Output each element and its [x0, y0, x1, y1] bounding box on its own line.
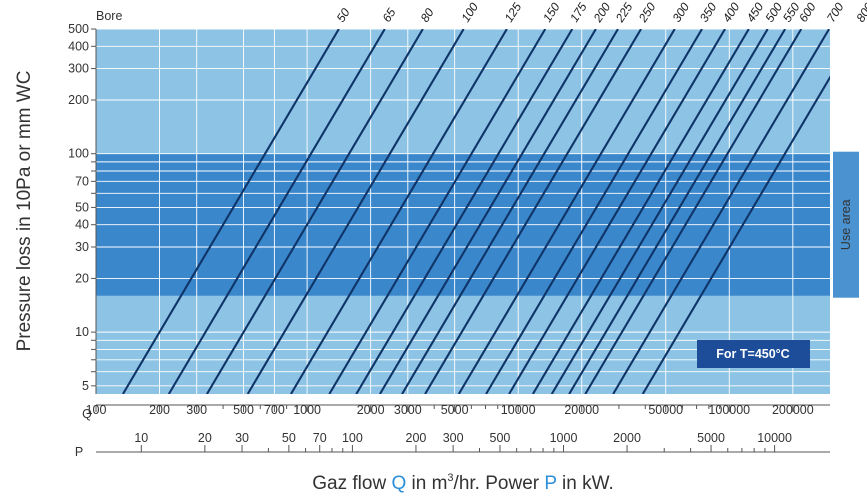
y-tick-label-10: 10	[75, 325, 89, 339]
bore-line-450	[531, 29, 750, 394]
p-axis: P 10 20 30 50 70 100 200 300 500 1000 2000 5000 10000	[75, 431, 830, 459]
q-tick-label-500: 500	[233, 403, 254, 417]
bore-line-300	[457, 29, 676, 394]
bore-line-550	[568, 29, 787, 394]
p-tick-label-5000: 5000	[697, 431, 725, 445]
q-tick-label-200000: 200000	[772, 403, 814, 417]
bore-line-350	[485, 29, 703, 394]
bore-label-250: 250	[635, 0, 658, 25]
bore-label-100: 100	[458, 0, 481, 25]
y-tick-label-40: 40	[75, 218, 89, 232]
q-tick-label-200: 200	[149, 403, 170, 417]
p-tick-label-100: 100	[342, 431, 363, 445]
bore-line-65	[167, 29, 386, 394]
y-tick-label-400: 400	[68, 39, 89, 53]
q-tick-label-700: 700	[264, 403, 285, 417]
q-tick-label-100000: 100000	[708, 403, 750, 417]
x-axis-label: Gaz flow Q in m3/hr. Power P in kW.	[312, 472, 613, 494]
y-tick-label-20: 20	[75, 271, 89, 285]
x-label-part-4: in kW.	[557, 473, 614, 494]
bore-label-350: 350	[697, 0, 720, 25]
p-tick-label-300: 300	[443, 431, 464, 445]
bore-line-600	[584, 29, 803, 394]
q-tick-label-3000: 3000	[394, 403, 422, 417]
bore-line-150	[328, 29, 547, 394]
y-tick-label-500: 500	[68, 22, 89, 36]
y-axis-label: Pressure loss in 10Pa or mm WC	[14, 71, 35, 352]
p-tick-label-10000: 10000	[757, 431, 792, 445]
x-label-superscript: 3	[447, 472, 453, 484]
q-tick-label-2000: 2000	[357, 403, 385, 417]
y-tick-label-100: 100	[68, 147, 89, 161]
bore-line-400	[508, 29, 726, 394]
temperature-note-text: For T=450°C	[716, 347, 789, 361]
p-tick-label-50: 50	[282, 431, 296, 445]
p-tick-label-20: 20	[198, 431, 212, 445]
bore-line-80	[206, 29, 424, 394]
bore-label-300: 300	[670, 0, 693, 25]
y-tick-label-70: 70	[75, 174, 89, 188]
p-axis-name: P	[75, 445, 83, 459]
bore-label-125: 125	[502, 0, 525, 25]
x-label-p: P	[544, 473, 556, 494]
x-label-part-3: /hr. Power	[454, 473, 545, 494]
p-tick-label-500: 500	[490, 431, 511, 445]
bore-line-125	[290, 29, 508, 394]
y-tick-label-200: 200	[68, 93, 89, 107]
q-axis-name: Q	[82, 407, 92, 421]
q-tick-label-10000: 10000	[501, 403, 536, 417]
y-tick-label-50: 50	[75, 200, 89, 214]
bore-line-100	[246, 29, 465, 394]
q-tick-label-300: 300	[186, 403, 207, 417]
bore-label-400: 400	[720, 0, 743, 25]
x-label-part-2: in m	[406, 473, 447, 494]
bore-label-700: 700	[824, 0, 847, 25]
bore-line-200	[379, 29, 597, 394]
q-tick-label-100: 100	[86, 403, 107, 417]
q-tick-label-1000: 1000	[293, 403, 321, 417]
bore-label-200: 200	[590, 0, 613, 25]
bore-label-600: 600	[796, 0, 819, 25]
p-tick-label-10: 10	[134, 431, 148, 445]
bore-label-800: 800	[853, 0, 867, 25]
bore-line-225	[401, 29, 619, 394]
bore-label-65: 65	[380, 6, 399, 25]
x-label-q: Q	[391, 473, 406, 494]
bore-label-150: 150	[540, 0, 563, 25]
p-tick-label-70: 70	[313, 431, 327, 445]
y-axis: 5 10 20 30 40 50 70 100 200 300 400 500	[68, 22, 97, 394]
use-area-label: Use area	[839, 199, 853, 250]
q-tick-label-5000: 5000	[441, 403, 469, 417]
bore-label-80: 80	[418, 6, 437, 25]
y-tick-label-30: 30	[75, 240, 89, 254]
y-tick-label-300: 300	[68, 62, 89, 76]
bore-label-450: 450	[744, 0, 767, 25]
q-tick-label-50000: 50000	[648, 403, 683, 417]
x-label-part-1: Gaz flow	[312, 473, 391, 494]
bore-line-700	[612, 29, 830, 394]
bore-labels: 50 65 80 100 125 150 175 200 225 250 300 350 400 4505…	[334, 0, 867, 25]
use-area-tab: Use area	[833, 151, 859, 298]
q-tick-label-20000: 20000	[564, 403, 599, 417]
bore-header: Bore	[96, 9, 122, 23]
p-tick-label-1000: 1000	[550, 431, 578, 445]
bore-line-175	[355, 29, 574, 394]
bore-label-175: 175	[567, 0, 590, 25]
bore-line-250	[424, 29, 642, 394]
bore-lines	[122, 29, 830, 394]
p-tick-label-200: 200	[406, 431, 427, 445]
temperature-note-box	[697, 340, 810, 368]
temperature-note: For T=450°C	[697, 340, 810, 368]
bore-line-500	[550, 29, 769, 394]
y-tick-label-5: 5	[82, 379, 89, 393]
bore-line-800	[641, 75, 830, 394]
p-tick-label-2000: 2000	[613, 431, 641, 445]
p-tick-label-30: 30	[235, 431, 249, 445]
bore-label-225: 225	[612, 0, 635, 25]
bore-line-50	[122, 29, 340, 394]
bore-label-50: 50	[334, 6, 353, 25]
